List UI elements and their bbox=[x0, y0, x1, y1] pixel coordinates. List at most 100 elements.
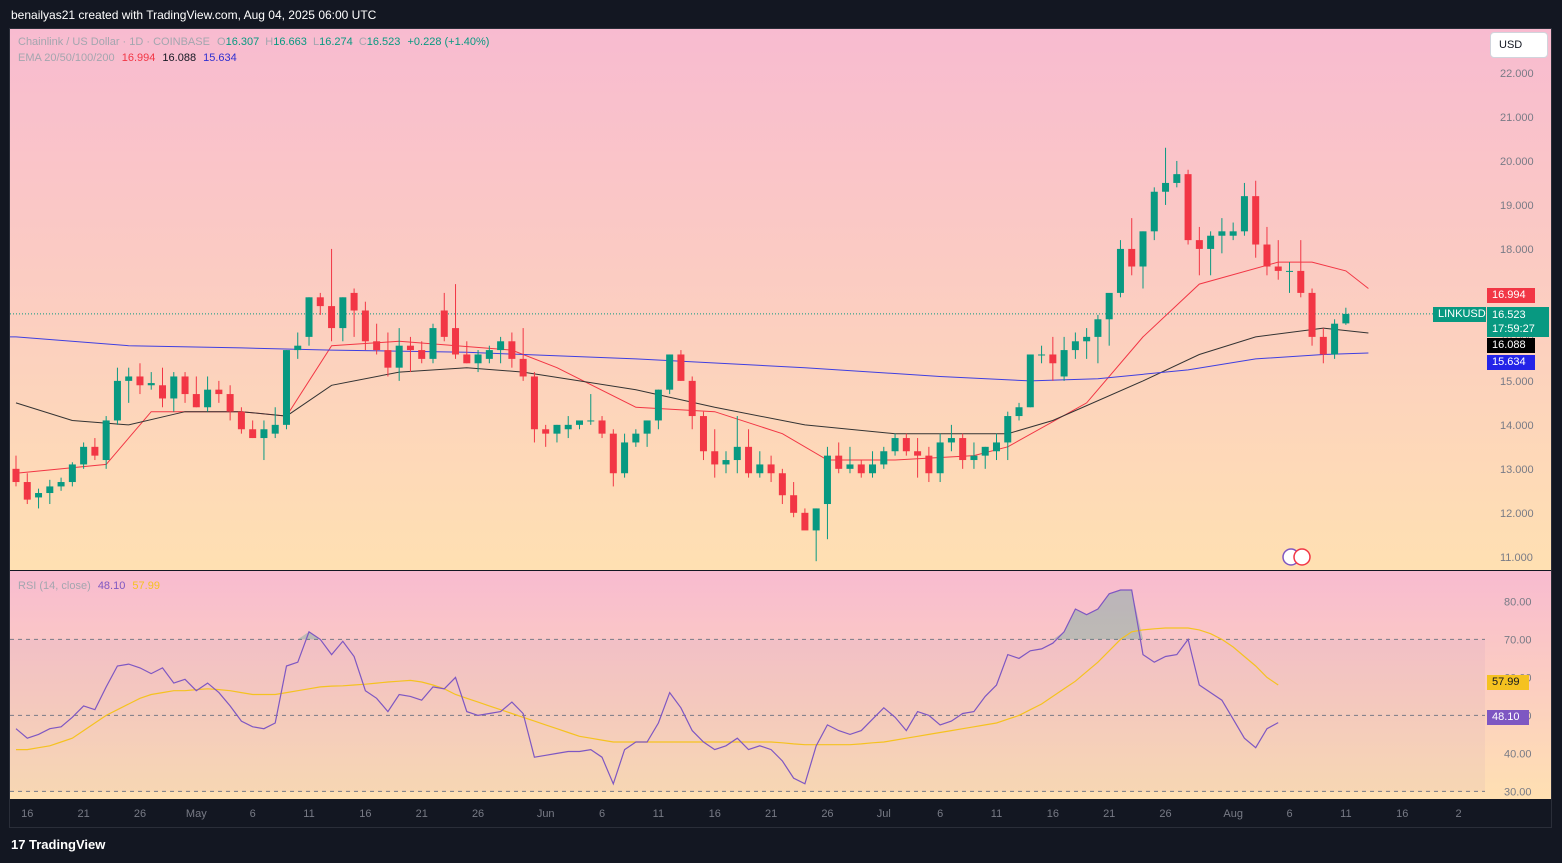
rsi-price-label: 48.10 bbox=[1487, 710, 1529, 725]
candle bbox=[1240, 182, 1248, 236]
candle-body bbox=[1342, 313, 1350, 324]
candle bbox=[936, 433, 944, 483]
candle bbox=[395, 328, 403, 381]
candle-body bbox=[1263, 244, 1271, 267]
candle bbox=[1083, 328, 1091, 359]
candle bbox=[778, 468, 786, 505]
time-tick-label: 21 bbox=[416, 808, 428, 820]
candle bbox=[429, 323, 437, 364]
candle bbox=[181, 372, 189, 403]
candle bbox=[1195, 226, 1203, 276]
candle-body bbox=[1319, 336, 1327, 355]
candle-body bbox=[57, 482, 65, 487]
candle bbox=[756, 451, 764, 478]
candle bbox=[1207, 231, 1215, 276]
price-tick-label: 14.000 bbox=[1500, 420, 1534, 432]
attribution-text: benailyas21 created with TradingView.com… bbox=[11, 8, 377, 22]
candle-body bbox=[102, 420, 110, 461]
candle-body bbox=[373, 341, 381, 351]
candle bbox=[204, 376, 212, 412]
time-tick-label: May bbox=[186, 808, 207, 820]
candle bbox=[745, 429, 753, 478]
ema20-price-label: 16.994 bbox=[1487, 288, 1535, 303]
rsi-line bbox=[15, 589, 1279, 786]
candle bbox=[1162, 147, 1170, 205]
candle-body bbox=[711, 451, 719, 465]
candle bbox=[271, 407, 279, 439]
candle bbox=[452, 284, 460, 359]
time-tick-label: 11 bbox=[991, 808, 1002, 820]
candle-body bbox=[925, 455, 933, 474]
brand-name: TradingView bbox=[29, 837, 106, 852]
rsi-label: RSI (14, close) bbox=[18, 580, 91, 592]
currency-button[interactable]: USD bbox=[1490, 32, 1548, 58]
time-tick-label: 6 bbox=[599, 808, 605, 820]
candle-body bbox=[812, 508, 820, 531]
candle bbox=[1026, 354, 1034, 408]
candle bbox=[564, 416, 572, 439]
candle-body bbox=[1015, 407, 1023, 417]
candle-body bbox=[328, 306, 336, 329]
candle bbox=[1286, 262, 1294, 293]
candle-body bbox=[756, 464, 764, 474]
candle bbox=[857, 460, 865, 478]
candle bbox=[902, 433, 910, 456]
candle-body bbox=[1071, 341, 1079, 351]
candle bbox=[418, 341, 426, 364]
candle bbox=[170, 372, 178, 412]
time-tick-label: 16 bbox=[1396, 808, 1408, 820]
candle bbox=[1150, 187, 1158, 241]
candle-body bbox=[1218, 231, 1226, 236]
candle bbox=[23, 473, 31, 505]
candle bbox=[959, 433, 967, 469]
candle bbox=[125, 367, 133, 403]
candle bbox=[891, 433, 899, 456]
candle bbox=[1342, 307, 1350, 325]
candle-body bbox=[598, 420, 606, 434]
candle-body bbox=[113, 380, 121, 421]
time-tick-label: 2 bbox=[1455, 808, 1461, 820]
tradingview-brand[interactable]: 17 TradingView bbox=[11, 837, 105, 852]
candle-body bbox=[790, 495, 798, 513]
candle bbox=[1184, 169, 1192, 245]
candle-body bbox=[767, 464, 775, 474]
candle bbox=[609, 429, 617, 487]
candle-body bbox=[564, 424, 572, 430]
time-tick-label: 21 bbox=[1103, 808, 1115, 820]
candle bbox=[305, 297, 313, 346]
ema-line-ema100 bbox=[10, 336, 1369, 382]
candle bbox=[1331, 319, 1339, 359]
ema-legend[interactable]: EMA 20/50/100/200 16.994 16.088 15.634 bbox=[18, 52, 237, 64]
top-bar: benailyas21 created with TradingView.com… bbox=[0, 0, 1562, 28]
candle bbox=[1252, 180, 1260, 258]
candle-body bbox=[846, 464, 854, 469]
chart-canvas[interactable]: 22.00021.00020.00019.00018.00017.00016.0… bbox=[10, 29, 1551, 827]
high-value: 16.663 bbox=[273, 36, 307, 48]
candle bbox=[812, 508, 820, 562]
candle-body bbox=[316, 297, 324, 307]
rsi-tick-label: 80.00 bbox=[1504, 596, 1532, 608]
candle-body bbox=[1195, 240, 1203, 249]
candle-body bbox=[576, 420, 583, 425]
candle bbox=[260, 420, 268, 461]
candle bbox=[699, 411, 707, 461]
candle bbox=[587, 394, 595, 425]
candle bbox=[80, 442, 88, 469]
candle bbox=[1038, 345, 1046, 364]
rsi-legend[interactable]: RSI (14, close) 48.10 57.99 bbox=[18, 580, 160, 592]
time-tick-label: 16 bbox=[21, 808, 33, 820]
candle bbox=[1071, 332, 1079, 359]
time-tick-label: 26 bbox=[134, 808, 146, 820]
rsi-ma-value: 57.99 bbox=[132, 580, 160, 592]
time-tick-label: 26 bbox=[1159, 808, 1171, 820]
candle bbox=[1105, 292, 1113, 346]
candle-body bbox=[440, 310, 448, 337]
candle-body bbox=[1094, 319, 1102, 337]
time-tick-label: 26 bbox=[472, 808, 484, 820]
candle-body bbox=[1297, 270, 1305, 293]
symbol-title: Chainlink / US Dollar · 1D · COINBASE bbox=[18, 36, 210, 48]
candle bbox=[328, 248, 336, 342]
change-value: +0.228 (+1.40%) bbox=[407, 36, 490, 48]
candle bbox=[869, 451, 877, 478]
